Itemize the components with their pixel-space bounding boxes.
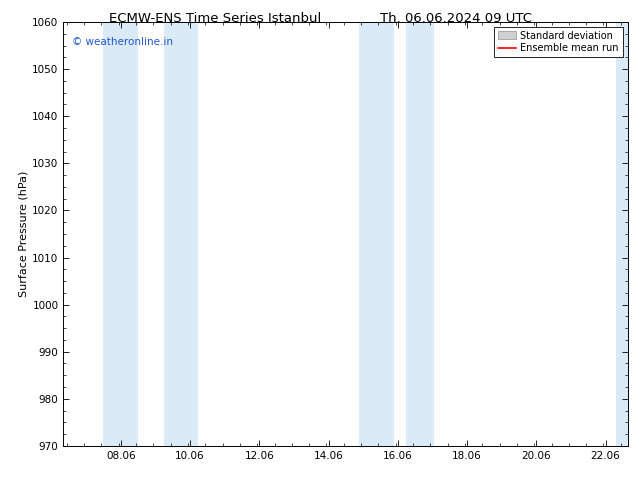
Text: © weatheronline.in: © weatheronline.in [72,37,173,47]
Bar [616,22,628,446]
Bar [164,22,198,446]
Legend: Standard deviation, Ensemble mean run: Standard deviation, Ensemble mean run [494,27,623,57]
Text: ECMW-ENS Time Series Istanbul: ECMW-ENS Time Series Istanbul [110,12,321,25]
Text: Th. 06.06.2024 09 UTC: Th. 06.06.2024 09 UTC [380,12,533,25]
Bar [103,22,138,446]
Y-axis label: Surface Pressure (hPa): Surface Pressure (hPa) [18,171,28,297]
Bar [406,22,434,446]
Bar [359,22,394,446]
